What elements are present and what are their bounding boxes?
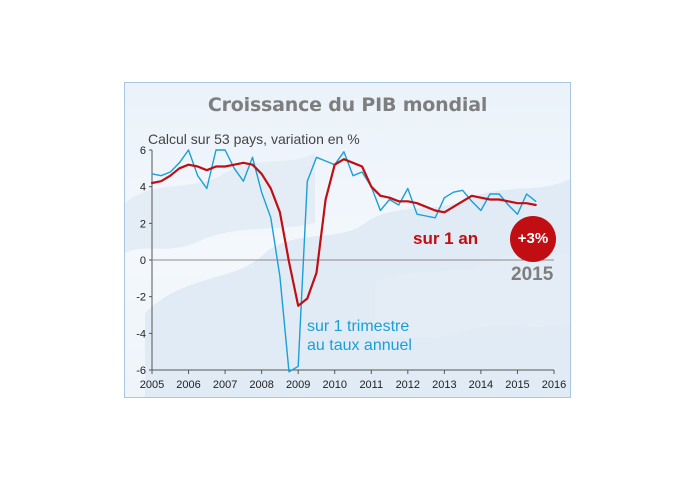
y-tick-label: -6 xyxy=(136,365,146,377)
x-tick-label: 2011 xyxy=(359,379,383,391)
chart-subtitle: Calcul sur 53 pays, variation en % xyxy=(148,131,360,147)
x-tick-label: 2014 xyxy=(469,379,493,391)
x-tick-label: 2015 xyxy=(505,379,529,391)
growth-badge: +3% xyxy=(510,216,556,262)
chart-series xyxy=(150,149,537,373)
y-tick-label: 2 xyxy=(140,218,146,230)
chart-title: Croissance du PIB mondial xyxy=(207,94,488,116)
x-tick-label: 2013 xyxy=(432,379,456,391)
x-tick-label: 2009 xyxy=(286,379,310,391)
annotation-blue-line-1: sur 1 trimestre xyxy=(307,318,410,335)
x-tick-label: 2007 xyxy=(213,379,237,391)
series-line-sur-1-trimestre xyxy=(151,149,537,373)
chart-axes: 6 4 2 0 -2 -4 -6 2005 2006 2007 2008 2009 2010 2011 20… xyxy=(136,145,566,391)
x-tick-label: 2006 xyxy=(176,379,200,391)
chart-panel xyxy=(124,82,571,398)
y-tick-label: -4 xyxy=(136,328,146,340)
x-tick-label: 2016 xyxy=(542,379,566,391)
annotation-year: 2015 xyxy=(511,264,554,285)
x-tick-label: 2010 xyxy=(322,379,346,391)
world-map-background xyxy=(125,153,570,397)
x-tick-label: 2005 xyxy=(140,379,164,391)
annotation-sur-1-an: sur 1 an xyxy=(413,229,479,248)
x-tick-label: 2008 xyxy=(249,379,273,391)
annotation-blue-line-2: au taux annuel xyxy=(307,337,412,354)
series-line-sur-1-an xyxy=(150,158,537,307)
x-tick-label: 2012 xyxy=(396,379,420,391)
y-tick-label: 6 xyxy=(140,145,146,157)
y-tick-label: 0 xyxy=(140,255,146,267)
annotation-sur-1-trimestre: sur 1 trimestre au taux annuel xyxy=(307,317,412,355)
y-tick-label: -2 xyxy=(136,292,146,304)
y-tick-label: 4 xyxy=(140,182,146,194)
